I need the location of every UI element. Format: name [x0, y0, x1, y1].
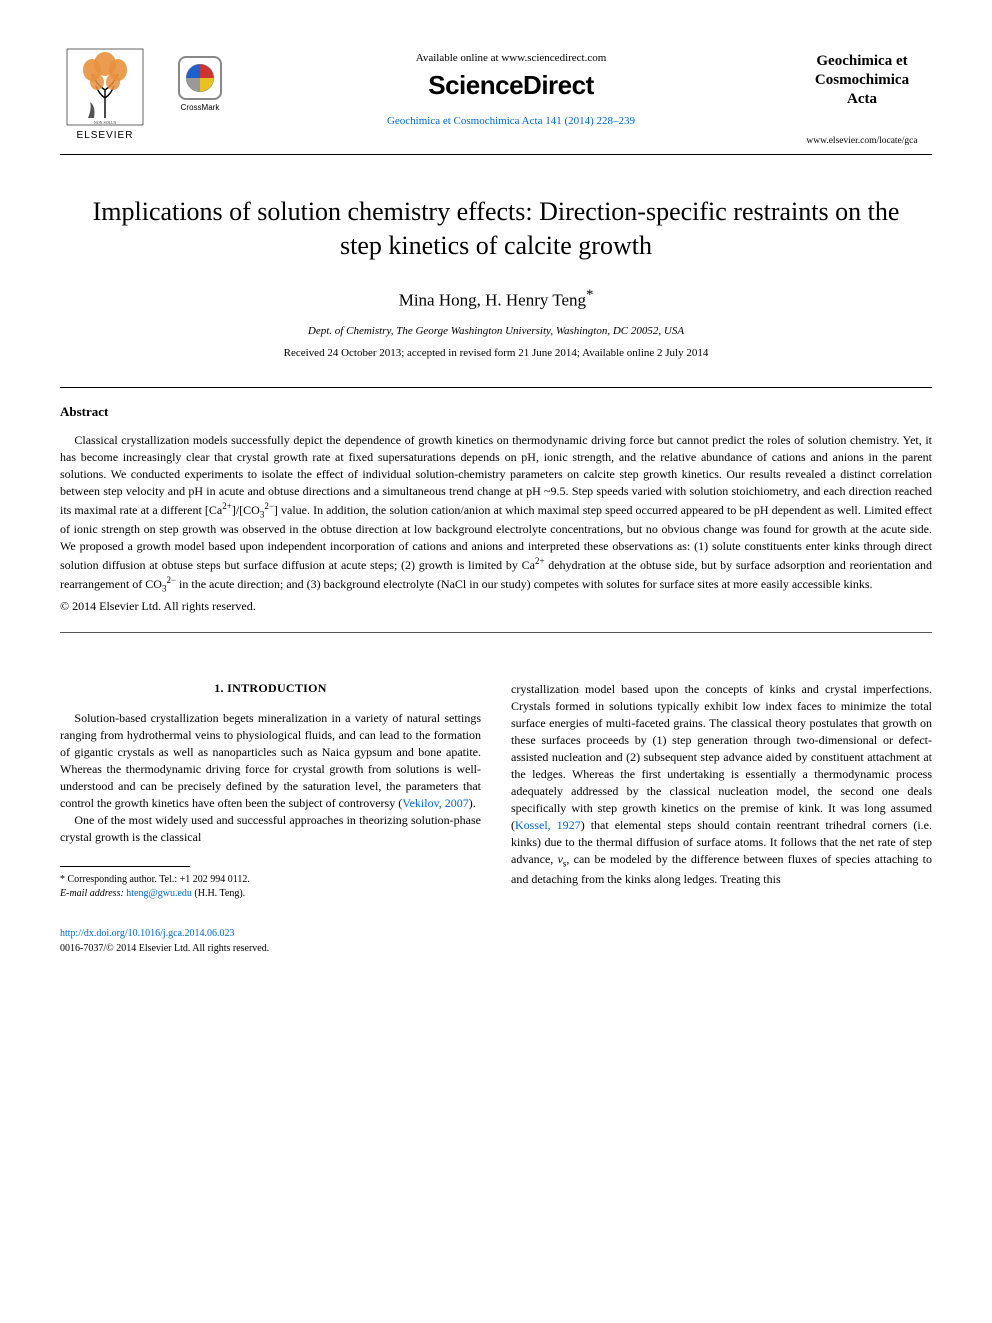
email-label: E-mail address:: [60, 888, 124, 899]
email-link[interactable]: hteng@gwu.edu: [126, 888, 192, 899]
superscript: 2+: [535, 556, 545, 566]
doi-link[interactable]: http://dx.doi.org/10.1016/j.gca.2014.06.…: [60, 927, 481, 942]
author-names: Mina Hong, H. Henry Teng: [399, 291, 586, 310]
elsevier-tree-icon: NON SOLUS: [66, 48, 144, 126]
corresponding-email-line: E-mail address: hteng@gwu.edu (H.H. Teng…: [60, 887, 481, 901]
journal-name-line: Cosmochimica: [815, 72, 909, 88]
journal-name-line: Acta: [847, 91, 877, 107]
available-online-text: Available online at www.sciencedirect.co…: [240, 52, 782, 64]
header-row: NON SOLUS ELSEVIER CrossMark Available o…: [60, 48, 932, 146]
article-dates: Received 24 October 2013; accepted in re…: [60, 347, 932, 359]
abstract-bottom-divider: [60, 632, 932, 633]
affiliation: Dept. of Chemistry, The George Washingto…: [60, 325, 932, 337]
header-center: Available online at www.sciencedirect.co…: [230, 48, 792, 127]
abstract-text: in the acute direction; and (3) backgrou…: [176, 577, 872, 591]
abstract-copyright: © 2014 Elsevier Ltd. All rights reserved…: [60, 599, 932, 614]
corresponding-marker: *: [586, 287, 593, 303]
authors: Mina Hong, H. Henry Teng*: [60, 287, 932, 311]
corresponding-author: * Corresponding author. Tel.: +1 202 994…: [60, 873, 481, 901]
body-text-span: , can be modeled by the difference betwe…: [511, 852, 932, 885]
footnote-divider: [60, 866, 190, 867]
corresponding-tel: * Corresponding author. Tel.: +1 202 994…: [60, 873, 481, 887]
elsevier-logo: NON SOLUS ELSEVIER: [60, 48, 150, 141]
citation-link[interactable]: Kossel, 1927: [515, 818, 581, 832]
journal-url[interactable]: www.elsevier.com/locate/gca: [792, 136, 932, 146]
doi-block: http://dx.doi.org/10.1016/j.gca.2014.06.…: [60, 927, 481, 956]
journal-name-line: Geochimica et: [816, 53, 907, 69]
crossmark-badge[interactable]: CrossMark: [170, 56, 230, 112]
left-column: 1. INTRODUCTION Solution-based crystalli…: [60, 681, 481, 956]
right-column: crystallization model based upon the con…: [511, 681, 932, 956]
email-name: (H.H. Teng).: [194, 888, 245, 899]
crossmark-icon: [178, 56, 222, 100]
elsevier-label: ELSEVIER: [77, 130, 134, 141]
citation-line[interactable]: Geochimica et Cosmochimica Acta 141 (201…: [240, 115, 782, 127]
journal-name: Geochimica et Cosmochimica Acta: [792, 52, 932, 108]
introduction-heading: 1. INTRODUCTION: [60, 681, 481, 696]
citation-link[interactable]: Vekilov, 2007: [402, 796, 469, 810]
body-text-span: crystallization model based upon the con…: [511, 682, 932, 832]
journal-block: Geochimica et Cosmochimica Acta www.else…: [792, 48, 932, 146]
article-title: Implications of solution chemistry effec…: [60, 195, 932, 263]
abstract-body: Classical crystallization models success…: [60, 432, 932, 596]
intro-para-1: Solution-based crystallization begets mi…: [60, 710, 481, 812]
crossmark-label: CrossMark: [181, 103, 220, 112]
abstract-top-divider: [60, 387, 932, 388]
abstract-heading: Abstract: [60, 404, 932, 420]
issn-copyright: 0016-7037/© 2014 Elsevier Ltd. All right…: [60, 942, 481, 957]
ratio-formula: [Ca2+]/[CO32−]: [205, 503, 278, 517]
body-text-span: ).: [469, 796, 476, 810]
body-columns: 1. INTRODUCTION Solution-based crystalli…: [60, 681, 932, 956]
intro-para-2: One of the most widely used and successf…: [60, 812, 481, 846]
header-divider: [60, 154, 932, 155]
sciencedirect-logo: ScienceDirect: [240, 70, 782, 101]
intro-para-3: crystallization model based upon the con…: [511, 681, 932, 888]
co3-formula: CO32−: [145, 577, 176, 591]
svg-text:NON SOLUS: NON SOLUS: [94, 120, 116, 125]
